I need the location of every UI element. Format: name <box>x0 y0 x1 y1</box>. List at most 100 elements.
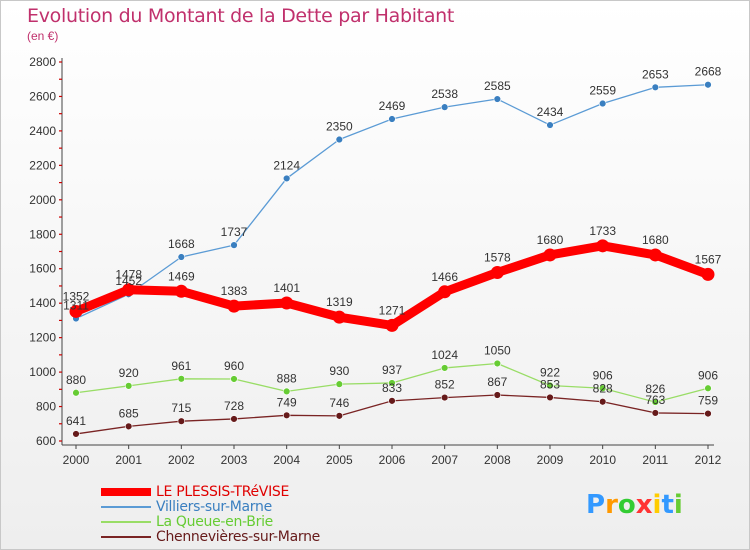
data-point <box>704 384 712 392</box>
data-point <box>385 318 399 332</box>
data-label: 728 <box>224 399 244 413</box>
logo-letter: i <box>673 490 683 520</box>
data-label: 1024 <box>431 348 458 362</box>
legend-swatch <box>101 536 151 538</box>
data-point <box>230 375 238 383</box>
data-label: 922 <box>540 366 560 380</box>
x-tick-label: 2005 <box>326 453 353 467</box>
chart-title: Evolution du Montant de la Dette par Hab… <box>27 5 455 27</box>
data-label: 2668 <box>695 65 722 79</box>
data-point <box>704 81 712 89</box>
data-point <box>282 411 291 420</box>
series-2 <box>72 359 712 406</box>
data-point <box>174 284 188 298</box>
data-point <box>598 99 607 108</box>
data-label: 2350 <box>326 120 353 134</box>
data-label: 715 <box>171 401 191 415</box>
data-label: 749 <box>277 395 297 409</box>
y-tick-label: 2200 <box>29 158 56 172</box>
data-point <box>332 310 346 324</box>
data-label: 1050 <box>484 343 511 357</box>
y-tick-label: 2000 <box>29 193 56 207</box>
data-label: 641 <box>66 414 86 428</box>
data-point <box>124 382 133 390</box>
data-label: 930 <box>329 364 349 378</box>
legend-label: Chennevières-sur-Marne <box>156 529 320 545</box>
logo-letter: r <box>605 490 618 520</box>
y-tick-label: 600 <box>36 434 56 448</box>
data-point <box>651 409 660 417</box>
data-point <box>598 398 607 406</box>
data-label: 1352 <box>63 289 90 303</box>
logo-letter: i <box>652 490 662 520</box>
data-point <box>546 393 554 402</box>
data-point <box>227 299 241 313</box>
legend-swatch <box>101 521 151 523</box>
data-label: 685 <box>119 406 139 420</box>
data-point <box>648 248 662 262</box>
logo-letter: x <box>635 490 653 520</box>
data-point <box>651 398 660 406</box>
data-label: 746 <box>329 396 349 410</box>
data-label: 2585 <box>484 79 511 93</box>
data-label: 1733 <box>589 224 616 238</box>
y-tick-label: 1400 <box>29 296 56 310</box>
x-tick-label: 2009 <box>537 453 564 467</box>
data-label: 2469 <box>379 99 406 113</box>
x-tick-label: 2004 <box>273 453 300 467</box>
y-tick-label: 1000 <box>29 365 56 379</box>
data-label: 867 <box>487 375 507 389</box>
data-point <box>490 266 504 280</box>
data-label: 826 <box>645 382 665 396</box>
x-tick-label: 2006 <box>379 453 406 467</box>
data-label: 1383 <box>221 284 248 298</box>
data-point <box>440 103 449 111</box>
data-point <box>72 389 80 397</box>
data-label: 2538 <box>431 87 458 101</box>
data-label: 1680 <box>642 233 669 247</box>
data-point <box>335 380 344 388</box>
data-label: 2124 <box>273 158 300 172</box>
data-point <box>546 121 554 129</box>
data-label: 880 <box>66 373 86 387</box>
data-label: 852 <box>435 378 455 392</box>
data-point <box>230 241 238 249</box>
data-point <box>598 384 607 392</box>
data-point <box>177 253 186 261</box>
logo-letter: o <box>617 490 636 520</box>
data-label: 1578 <box>484 251 511 265</box>
x-tick-label: 2010 <box>589 453 616 467</box>
data-point <box>493 95 502 103</box>
data-label: 853 <box>540 377 560 391</box>
data-label: 1466 <box>431 270 458 284</box>
data-label: 763 <box>645 393 665 407</box>
x-tick-label: 2002 <box>168 453 195 467</box>
proxiti-logo: Proxiti <box>586 490 683 520</box>
y-tick-label: 2800 <box>29 55 56 69</box>
y-tick-label: 1600 <box>29 262 56 276</box>
data-point <box>69 304 83 318</box>
series-0 <box>69 239 715 332</box>
data-label: 1567 <box>695 252 722 266</box>
legend-label: LE PLESSIS-TRéVISE <box>156 484 290 500</box>
data-point <box>282 387 291 396</box>
data-point <box>122 283 136 297</box>
data-label: 1271 <box>379 303 406 317</box>
x-tick-label: 2011 <box>642 453 668 467</box>
x-tick-label: 2008 <box>484 453 511 467</box>
y-tick-label: 2400 <box>29 124 56 138</box>
data-label: 1311 <box>63 299 89 313</box>
chart-subtitle: (en €) <box>27 29 59 43</box>
y-tick-label: 800 <box>36 400 56 414</box>
data-label: 1401 <box>273 281 300 295</box>
data-point <box>440 364 449 372</box>
data-label: 2653 <box>642 67 669 81</box>
data-label: 833 <box>382 381 402 395</box>
data-point <box>546 381 554 390</box>
data-label: 1668 <box>168 237 195 251</box>
data-point <box>388 397 396 405</box>
data-point <box>651 83 660 92</box>
data-labels: 1311 1452 1668 1737 2124 2350 2469 2538 2585 2434… <box>63 65 722 428</box>
series-1 <box>72 81 712 323</box>
